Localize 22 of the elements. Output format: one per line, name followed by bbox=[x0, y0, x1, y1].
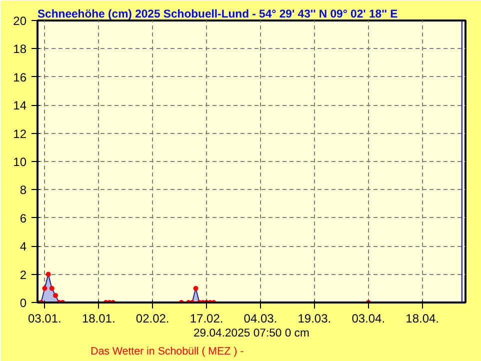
text: Das Wetter in Schobüll ( MEZ ) - bbox=[90, 346, 244, 358]
y-tick-label: 14 bbox=[13, 98, 27, 113]
x-tick-label: 18.01. bbox=[82, 312, 116, 326]
y-tick-label: 18 bbox=[13, 42, 27, 56]
x-tick-label: 18.04. bbox=[406, 312, 440, 326]
y-tick-label: 4 bbox=[20, 240, 27, 254]
y-tick-label: 16 bbox=[13, 70, 27, 84]
y-tick-label: 12 bbox=[13, 126, 27, 141]
x-tick-label: 02.02. bbox=[136, 312, 170, 326]
chart-title: Schneehöhe (cm) 2025 Schobuell-Lund - 54° 29' 43'' N 09° 02' 18'' E bbox=[38, 8, 398, 20]
y-tick-label: 2 bbox=[20, 268, 27, 282]
y-tick-label: 6 bbox=[20, 211, 27, 226]
x-tick-label: 19.03. bbox=[298, 312, 332, 326]
x-tick-label: 03.04. bbox=[352, 312, 386, 326]
y-tick-label: 8 bbox=[20, 183, 27, 198]
text: 29.04.2025 07:50 0 cm bbox=[194, 328, 310, 340]
x-tick-label: 17.02. bbox=[190, 312, 224, 326]
x-tick-label: 04.03. bbox=[244, 312, 278, 326]
x-tick-label: 03.01. bbox=[28, 312, 62, 326]
y-tick-label: 10 bbox=[13, 155, 27, 169]
y-tick-label: 20 bbox=[13, 14, 27, 28]
y-tick-label: 0 bbox=[20, 296, 27, 310]
